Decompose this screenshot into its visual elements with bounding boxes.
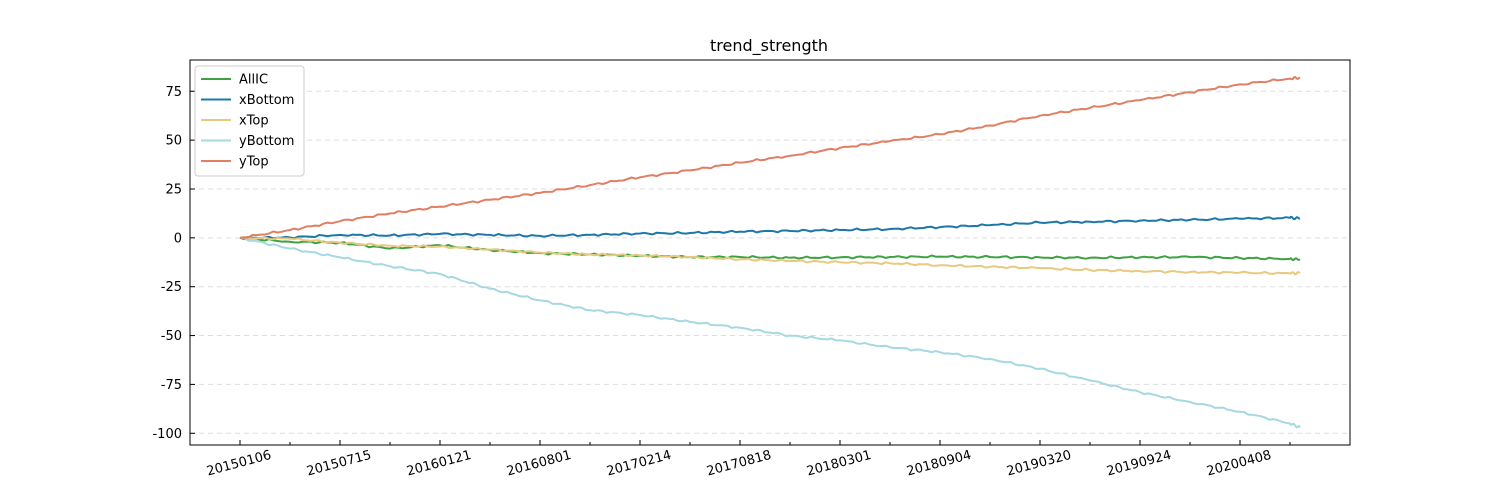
x-axis: 20150106 20150715 20160121 20160801 20170214… bbox=[205, 440, 1291, 480]
series-line-ybottom bbox=[239, 236, 1301, 429]
grid-layer bbox=[190, 90, 1350, 434]
x-tick-label: 20190924 bbox=[1105, 448, 1173, 480]
x-tick-label: 20170818 bbox=[705, 448, 773, 480]
x-tick-label: 20200408 bbox=[1205, 448, 1273, 480]
legend-box bbox=[194, 65, 305, 177]
chart-title: trend_strength bbox=[710, 36, 828, 56]
y-tick-label: -25 bbox=[161, 280, 182, 295]
x-tick-label: 20190320 bbox=[1005, 448, 1073, 480]
y-tick-label: 25 bbox=[165, 182, 182, 197]
series-line-ytop bbox=[240, 76, 1301, 239]
y-tick-label: 50 bbox=[165, 134, 182, 149]
x-tick-label: 20180904 bbox=[905, 448, 973, 480]
x-tick-label: 20170214 bbox=[605, 448, 673, 480]
plot-frame bbox=[189, 59, 1351, 446]
legend-label: xTop bbox=[239, 114, 269, 129]
y-tick-label: -75 bbox=[161, 378, 182, 393]
y-tick-label: 75 bbox=[165, 85, 182, 100]
series-line-xtop bbox=[239, 235, 1301, 276]
series-layer bbox=[239, 76, 1301, 429]
y-tick-label: 0 bbox=[174, 231, 182, 246]
x-tick-label: 20160801 bbox=[505, 448, 573, 480]
y-tick-label: -50 bbox=[161, 329, 182, 344]
x-tick-label: 20180301 bbox=[805, 448, 873, 480]
legend-label: xBottom bbox=[239, 93, 294, 108]
x-tick-label: 20160121 bbox=[405, 448, 473, 480]
x-tick-label: 20150715 bbox=[305, 448, 373, 480]
legend-label: yTop bbox=[239, 155, 269, 170]
legend-label: AllIC bbox=[239, 73, 268, 88]
x-tick-label: 20150106 bbox=[205, 448, 273, 480]
legend: AllIC xBottom xTop yBottom yTop bbox=[194, 65, 305, 177]
series-line-allic bbox=[239, 236, 1301, 262]
legend-label: yBottom bbox=[239, 134, 294, 149]
y-tick-label: -100 bbox=[152, 427, 182, 442]
series-line-xbottom bbox=[240, 215, 1301, 240]
y-axis: 75 50 25 0 -25 -50 -75 -100 bbox=[152, 85, 195, 442]
